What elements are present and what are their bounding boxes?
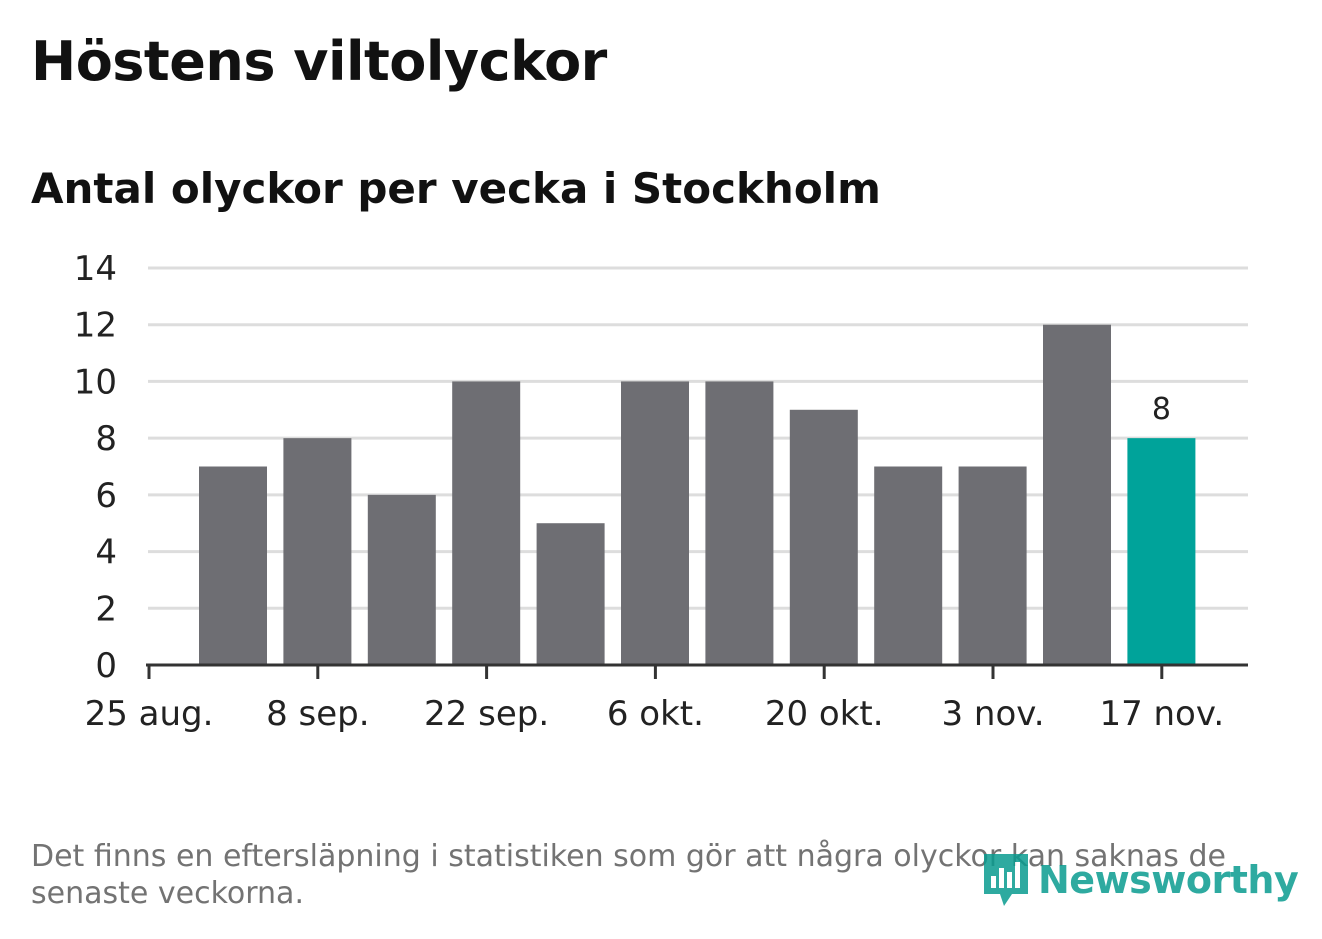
y-tick-label: 14 — [74, 249, 117, 289]
bar — [1043, 324, 1111, 665]
x-tick-label: 17 nov. — [1099, 694, 1224, 734]
y-tick-label: 12 — [74, 306, 117, 346]
y-tick-label: 2 — [95, 589, 117, 629]
bar-chart: 0 2 4 6 8 10 12 14 25 aug. 8 sep. 22 sep. 6 okt. 20… — [74, 249, 1248, 734]
bar — [367, 494, 436, 665]
y-tick-label: 6 — [95, 476, 117, 516]
bar-highlight — [1127, 438, 1196, 665]
x-tick-label: 6 okt. — [607, 694, 704, 734]
y-tick-label: 8 — [95, 419, 117, 459]
data-labels: 8 — [1152, 392, 1171, 427]
y-tick-label: 10 — [74, 362, 117, 402]
bar — [536, 523, 605, 665]
y-axis-ticks: 0 2 4 6 8 10 12 14 — [74, 249, 117, 686]
x-tick-label: 8 sep. — [266, 694, 369, 734]
chart-title: Höstens viltolyckor — [31, 30, 607, 93]
bar — [452, 381, 521, 665]
bars — [199, 324, 1196, 665]
newsworthy-logo-icon — [984, 854, 1028, 906]
bar-value-label: 8 — [1152, 392, 1171, 427]
bar — [789, 409, 858, 665]
newsworthy-logo: Newsworthy — [982, 850, 1299, 910]
chart-subtitle: Antal olyckor per vecka i Stockholm — [31, 164, 881, 213]
y-tick-label: 0 — [95, 646, 117, 686]
bar — [199, 466, 267, 665]
bar — [705, 381, 774, 665]
x-tick-label: 3 nov. — [941, 694, 1044, 734]
x-tick-label: 20 okt. — [765, 694, 884, 734]
x-tick-label: 22 sep. — [424, 694, 549, 734]
y-tick-label: 4 — [95, 533, 117, 573]
bar — [874, 466, 943, 665]
bar — [958, 466, 1027, 665]
x-axis-ticks: 25 aug. 8 sep. 22 sep. 6 okt. 20 okt. 3 nov. 1… — [85, 665, 1224, 734]
x-tick-label: 25 aug. — [85, 694, 214, 734]
logo-text: Newsworthy — [1038, 858, 1299, 902]
bar — [621, 381, 689, 665]
bar — [283, 438, 352, 665]
